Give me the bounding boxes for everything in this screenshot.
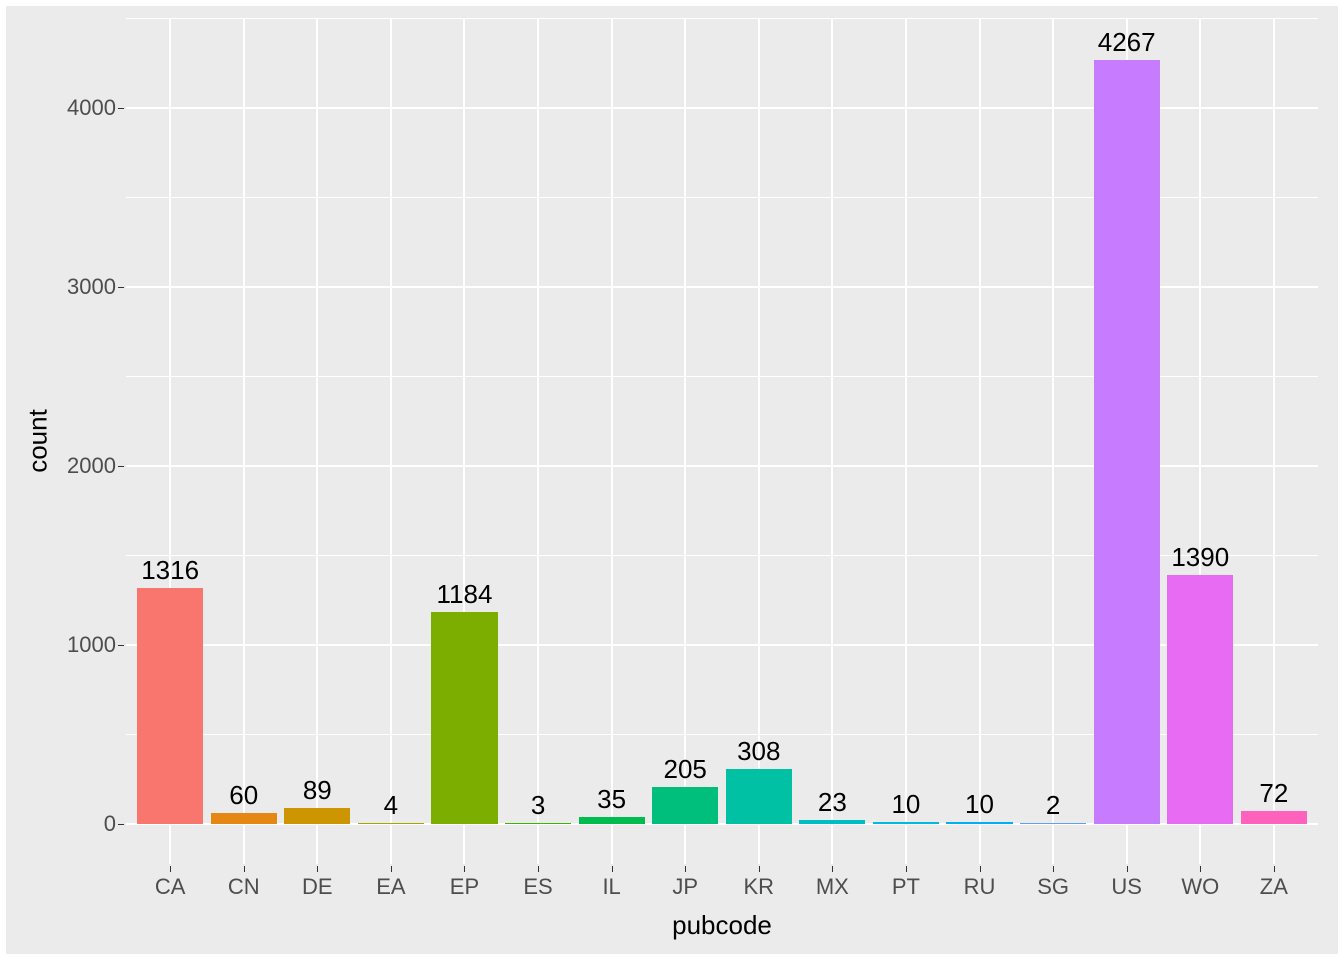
chart-panel: 010002000300040001316CA60CN89DE4EA1184EP… (6, 6, 1338, 954)
bar (726, 769, 792, 824)
gridline-vertical (979, 18, 981, 864)
bar-value-label: 4267 (1098, 27, 1156, 58)
bar (431, 612, 497, 824)
bar-value-label: 89 (303, 775, 332, 806)
gridline-vertical (1273, 18, 1275, 864)
bar (137, 588, 203, 824)
bar-value-label: 1316 (141, 555, 199, 586)
chart-outer: 010002000300040001316CA60CN89DE4EA1184EP… (0, 0, 1344, 960)
x-axis-title: pubcode (672, 910, 772, 941)
bar-value-label: 72 (1259, 778, 1288, 809)
x-tick-mark (464, 866, 465, 872)
bar-value-label: 23 (818, 787, 847, 818)
gridline-minor (126, 18, 1318, 19)
bar (799, 820, 865, 824)
y-tick-mark (118, 108, 124, 109)
x-tick-mark (906, 866, 907, 872)
bar (505, 823, 571, 824)
bar-value-label: 3 (531, 790, 545, 821)
bar-value-label: 4 (384, 790, 398, 821)
bar (1094, 60, 1160, 824)
bar-value-label: 205 (664, 754, 707, 785)
bar-value-label: 35 (597, 784, 626, 815)
x-tick-mark (1200, 866, 1201, 872)
x-tick-mark (1053, 866, 1054, 872)
bar (946, 822, 1012, 824)
gridline-vertical (1052, 18, 1054, 864)
gridline-vertical (390, 18, 392, 864)
x-tick-mark (612, 866, 613, 872)
bar-value-label: 1184 (437, 579, 493, 610)
bar (579, 817, 645, 823)
bar (358, 823, 424, 824)
gridline-vertical (684, 18, 686, 864)
y-tick-mark (118, 287, 124, 288)
gridline-vertical (316, 18, 318, 864)
bar (1167, 575, 1233, 824)
x-tick-mark (317, 866, 318, 872)
gridline-vertical (831, 18, 833, 864)
x-tick-mark (759, 866, 760, 872)
x-tick-mark (538, 866, 539, 872)
y-tick-mark (118, 824, 124, 825)
bar-value-label: 1390 (1171, 542, 1229, 573)
bar-value-label: 2 (1046, 790, 1060, 821)
gridline-vertical (611, 18, 613, 864)
x-tick-mark (980, 866, 981, 872)
x-tick-mark (391, 866, 392, 872)
bar-value-label: 60 (229, 780, 258, 811)
bar-value-label: 10 (891, 789, 920, 820)
gridline-vertical (537, 18, 539, 864)
x-tick-mark (244, 866, 245, 872)
bar (1241, 811, 1307, 824)
bar (652, 787, 718, 824)
bar (211, 813, 277, 824)
x-tick-mark (832, 866, 833, 872)
y-tick-mark (118, 466, 124, 467)
x-tick-mark (685, 866, 686, 872)
gridline-vertical (243, 18, 245, 864)
bar (873, 822, 939, 824)
y-axis-title: count (23, 409, 54, 473)
x-tick-mark (1127, 866, 1128, 872)
bar-value-label: 308 (737, 736, 780, 767)
x-tick-mark (1274, 866, 1275, 872)
x-tick-mark (170, 866, 171, 872)
y-tick-mark (118, 645, 124, 646)
bar-value-label: 10 (965, 789, 994, 820)
gridline-vertical (905, 18, 907, 864)
plot-area: 010002000300040001316CA60CN89DE4EA1184EP… (126, 18, 1318, 864)
bar (284, 808, 350, 824)
